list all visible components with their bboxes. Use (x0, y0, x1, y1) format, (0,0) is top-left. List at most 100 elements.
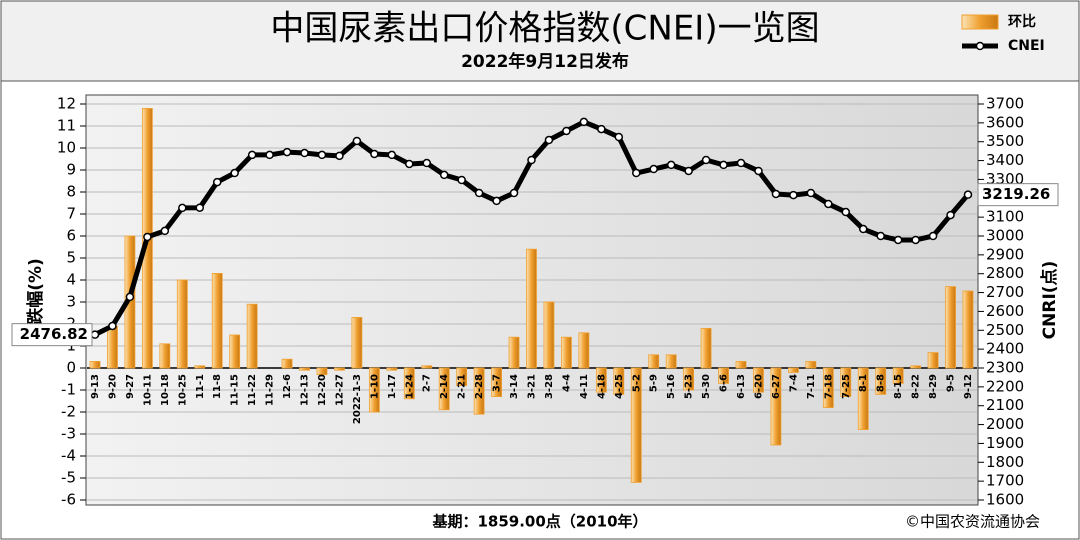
bar (229, 334, 241, 369)
bar (456, 367, 468, 387)
y-tick-label: 5 (66, 249, 76, 267)
line-point (370, 149, 379, 159)
x-tick-label: 4-11 (579, 374, 590, 399)
bar (316, 367, 328, 375)
y-tick-label: -2 (61, 403, 76, 421)
y2-tick-label: 3500 (986, 132, 1024, 150)
x-tick-label: 11-29 (265, 374, 276, 406)
bar (857, 367, 869, 430)
marks (89, 108, 974, 483)
line-point (632, 168, 641, 178)
x-tick-label: 10-25 (177, 374, 188, 406)
y2-tick-label: 3100 (986, 208, 1024, 226)
x-tick-label: 2-28 (474, 374, 485, 399)
x-tick-label: 8-29 (928, 374, 939, 399)
line-point (614, 132, 624, 142)
y-tick-label: 3 (66, 293, 76, 311)
line-point (230, 168, 239, 178)
x-tick-label: 10-11 (142, 374, 153, 406)
line-point (841, 207, 851, 217)
line-point (108, 321, 117, 331)
bar (561, 336, 572, 369)
x-tick-label: 5-16 (666, 374, 677, 399)
x-tick-label: 2-7 (422, 374, 433, 392)
y-tick-label: -6 (61, 491, 76, 509)
y2-tick-label: 2400 (986, 340, 1024, 358)
y2-tick-label: 2800 (986, 264, 1024, 282)
line-point (492, 196, 501, 206)
line-point (701, 155, 711, 165)
x-tick-label: 6-27 (771, 374, 782, 399)
x-tick-label: 11-8 (212, 374, 223, 399)
bar (595, 367, 607, 393)
bar (334, 367, 345, 371)
line-point (160, 226, 170, 236)
footnote: 基期：1859.00点（2010年） (431, 513, 647, 531)
source: ©中国农资流通协会 (905, 513, 1040, 531)
bar (368, 367, 380, 413)
x-tick-label: 3-7 (492, 374, 503, 392)
chart-subtitle: 2022年9月12日发布 (461, 51, 629, 72)
x-tick-label: 1-10 (369, 374, 380, 399)
line-point (474, 188, 484, 198)
line-point (963, 190, 973, 199)
line-point (806, 188, 816, 198)
y-tick-label: -1 (61, 381, 76, 399)
x-tick-label: 5-2 (631, 374, 642, 392)
y2-tick-label: 3700 (986, 95, 1024, 113)
bar (648, 354, 660, 369)
line-point (317, 150, 327, 160)
y2-tick-label: 2600 (986, 302, 1024, 320)
x-tick-label: 4-18 (596, 374, 607, 399)
x-tick-label: 6-13 (736, 374, 747, 399)
line-point (946, 210, 955, 220)
bar (299, 367, 310, 371)
bar (526, 248, 537, 369)
line-point (509, 188, 519, 198)
y2-tick-label: 2900 (986, 245, 1024, 263)
y2-tick-label: 1900 (986, 434, 1024, 452)
label-box (11, 323, 93, 347)
line-point (195, 203, 205, 212)
line-point (247, 150, 257, 160)
bar (753, 367, 764, 393)
line-point (754, 166, 763, 176)
y2-tick-label: 3400 (986, 151, 1024, 169)
y-tick-label: 8 (66, 183, 76, 201)
x-tick-label: 8-1 (858, 374, 869, 392)
legend-label: 环比 (1008, 13, 1036, 30)
bar (613, 367, 625, 395)
bar (351, 316, 363, 369)
x-tick-label: 4-4 (561, 374, 572, 392)
y-tick-label: 12 (57, 95, 76, 113)
line-point (352, 136, 362, 146)
legend-label: CNEI (1008, 38, 1045, 54)
header (0, 0, 1080, 82)
y2-tick-label: 2700 (986, 283, 1024, 301)
bar (403, 367, 415, 400)
line-point (125, 292, 135, 302)
y2-tick-label: 1700 (986, 472, 1024, 490)
line-point (335, 151, 344, 161)
bar (159, 343, 171, 369)
y-tick-label: 9 (66, 161, 76, 179)
bar (875, 367, 887, 395)
line-point (212, 177, 222, 187)
line-point (90, 330, 100, 339)
bar (735, 360, 747, 369)
bar (700, 327, 712, 369)
x-tick-label: 2-14 (439, 374, 450, 399)
x-tick-label: 6-6 (719, 374, 730, 392)
line-point (439, 170, 449, 180)
y2-tick-label: 1600 (986, 491, 1024, 509)
x-tick-label: 12-6 (282, 374, 293, 399)
x-tick-label: 5-9 (649, 374, 660, 392)
bar (578, 332, 590, 369)
bar (927, 352, 939, 369)
line-point (858, 224, 868, 234)
line-point (597, 124, 606, 134)
line-point (457, 175, 466, 185)
x-tick-label: 12-20 (317, 374, 328, 406)
x-tick-label: 9-12 (963, 374, 974, 399)
bar (386, 367, 398, 371)
